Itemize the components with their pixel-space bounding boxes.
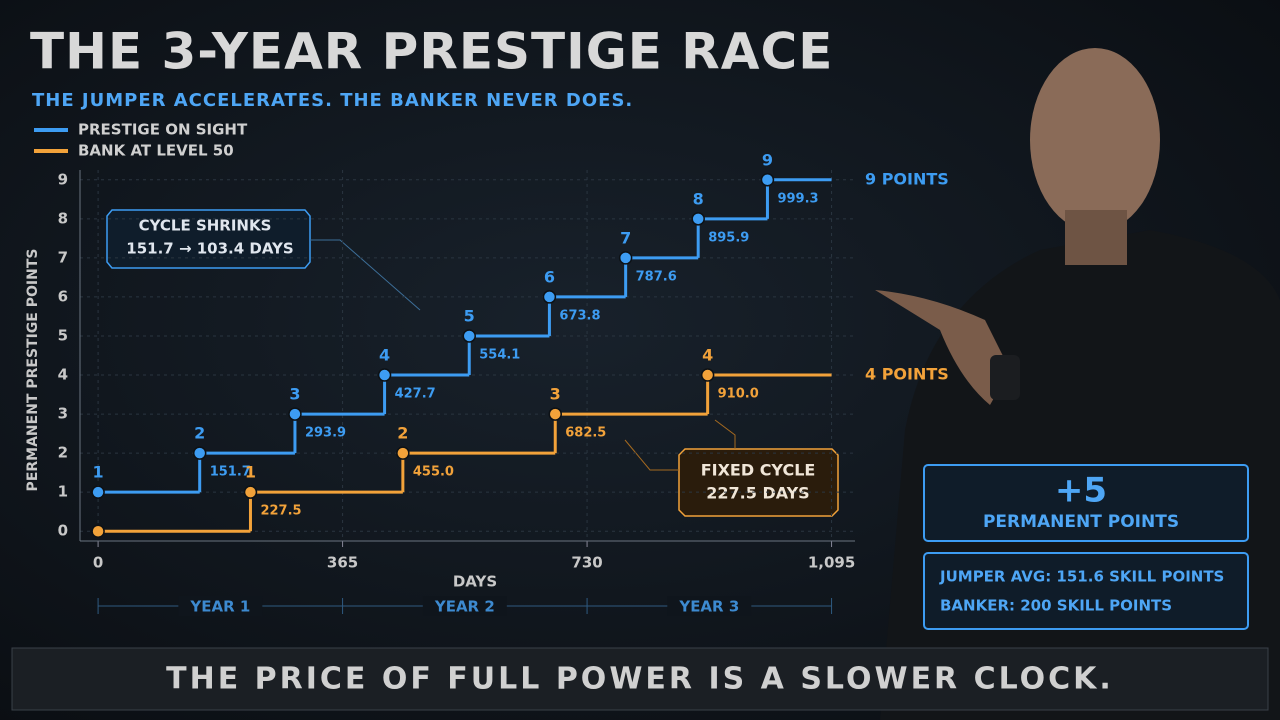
step-point xyxy=(91,524,105,538)
point-label: 4 xyxy=(379,346,390,365)
day-label: 682.5 xyxy=(565,426,606,441)
day-label: 554.1 xyxy=(479,347,520,362)
legend-label: PRESTIGE ON SIGHT xyxy=(78,121,248,139)
y-tick-label: 2 xyxy=(58,444,68,462)
x-tick-label: 1,095 xyxy=(808,554,855,572)
point-label: 4 xyxy=(702,346,713,365)
day-label: 999.3 xyxy=(777,191,818,206)
y-tick-label: 6 xyxy=(58,287,68,305)
step-point xyxy=(618,251,633,265)
annotation-leader xyxy=(310,239,421,311)
step-point xyxy=(542,290,557,304)
point-label: 3 xyxy=(550,385,561,404)
day-label: 227.5 xyxy=(260,504,301,519)
x-tick-label: 365 xyxy=(327,554,358,572)
y-tick-label: 3 xyxy=(58,405,68,423)
annotation: 227.5 DAYS xyxy=(706,484,809,503)
day-label: 455.0 xyxy=(413,465,454,480)
point-label: 2 xyxy=(397,424,408,443)
day-label: 293.9 xyxy=(305,426,346,441)
point-label: 7 xyxy=(620,228,631,247)
point-label: 1 xyxy=(93,463,104,482)
stat: JUMPER AVG: 151.6 SKILL POINTS xyxy=(939,568,1224,586)
x-tick-label: 0 xyxy=(93,554,103,572)
y-tick-label: 7 xyxy=(58,248,68,266)
annotation-box xyxy=(678,448,839,517)
stat-box xyxy=(923,552,1249,630)
y-tick-label: 8 xyxy=(58,209,68,227)
footer-bar xyxy=(11,647,1269,711)
y-tick-label: 1 xyxy=(58,483,68,501)
stat-box xyxy=(923,464,1249,542)
step-point xyxy=(462,329,476,343)
subtitle: THE JUMPER ACCELERATES. THE BANKER NEVER… xyxy=(32,90,633,111)
gain-value: +5 xyxy=(1055,471,1107,511)
day-label: 673.8 xyxy=(559,308,600,323)
y-tick-label: 9 xyxy=(58,170,68,188)
step-point xyxy=(760,173,775,187)
y-tick-label: 4 xyxy=(58,366,68,384)
day-label: 895.9 xyxy=(708,230,749,245)
step-point xyxy=(377,368,392,382)
y-tick-label: 0 xyxy=(58,522,68,540)
day-label: 910.0 xyxy=(718,387,759,402)
step-point xyxy=(192,446,207,460)
annotation-leader xyxy=(624,439,679,471)
stat: BANKER: 200 SKILL POINTS xyxy=(940,597,1172,615)
day-label: 427.7 xyxy=(395,387,436,402)
year-label-bg xyxy=(667,596,752,616)
x-tick-label: 730 xyxy=(571,554,602,572)
point-label: 9 xyxy=(762,150,773,169)
step-point xyxy=(243,485,258,499)
gain-caption: PERMANENT POINTS xyxy=(983,512,1179,532)
annotation: FIXED CYCLE xyxy=(701,461,816,480)
end-label: 4 POINTS xyxy=(865,365,949,384)
point-label: 8 xyxy=(693,189,704,208)
y-axis-label: PERMANENT PRESTIGE POINTS xyxy=(25,249,41,492)
year-label-bg xyxy=(178,596,263,616)
step-point xyxy=(91,485,105,499)
annotation: CYCLE SHRINKS xyxy=(139,217,272,235)
annotation-leader xyxy=(714,419,736,449)
year-label: YEAR 2 xyxy=(434,598,495,616)
day-label: 151.7 xyxy=(210,465,251,480)
year-label-bg xyxy=(422,596,507,616)
year-label: YEAR 1 xyxy=(189,598,250,616)
annotation: 151.7 → 103.4 DAYS xyxy=(126,240,293,258)
end-label: 9 POINTS xyxy=(865,169,949,188)
day-label: 787.6 xyxy=(636,269,677,284)
point-label: 1 xyxy=(245,463,256,482)
year-label: YEAR 3 xyxy=(678,598,739,616)
point-label: 2 xyxy=(194,424,205,443)
point-label: 3 xyxy=(289,385,300,404)
title: THE 3-YEAR PRESTIGE RACE xyxy=(30,23,833,81)
step-point xyxy=(691,212,705,226)
footer: THE PRICE OF FULL POWER IS A SLOWER CLOC… xyxy=(166,662,1114,697)
step-point xyxy=(700,368,715,382)
step-point xyxy=(288,407,302,421)
legend-label: BANK AT LEVEL 50 xyxy=(78,142,234,160)
x-axis-label: DAYS xyxy=(453,573,497,591)
step-point xyxy=(396,446,410,460)
step-point xyxy=(548,407,562,421)
point-label: 6 xyxy=(544,267,555,286)
point-label: 5 xyxy=(464,306,475,325)
y-tick-label: 5 xyxy=(58,326,68,344)
annotation-box xyxy=(106,209,311,269)
